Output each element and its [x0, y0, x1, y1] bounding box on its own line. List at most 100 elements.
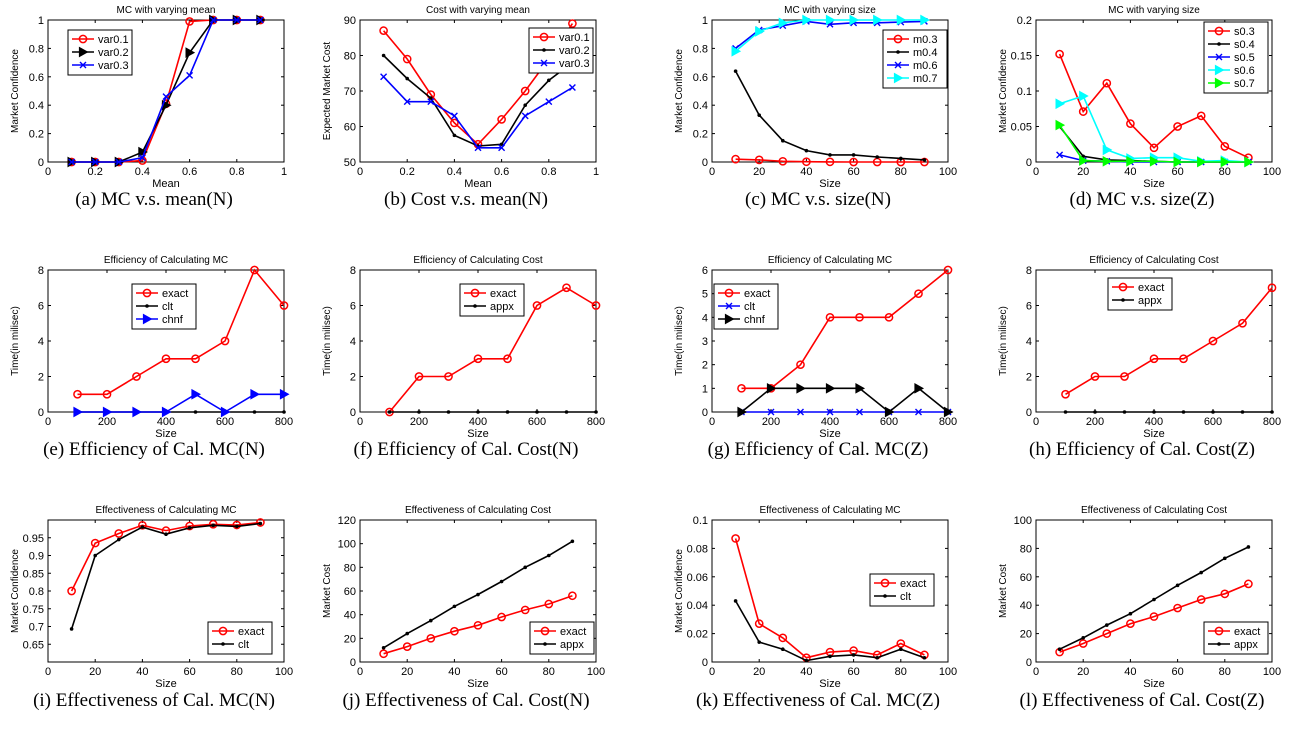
data-point: [162, 93, 170, 101]
x-tick-label: 800: [1263, 416, 1281, 428]
x-tick-label: 0: [1033, 416, 1039, 428]
data-point: [185, 17, 194, 26]
data-point: [1093, 410, 1097, 414]
chart-i: 0 20 40 60 80 100 0.65 0.7 0.75 0.8 0.85 0.9 0.95 Eff…: [10, 505, 293, 711]
legend-marker: [221, 642, 225, 646]
data-point: [258, 521, 263, 526]
legend-entry: s0.4: [1234, 39, 1255, 51]
data-point: [1240, 410, 1245, 414]
legend-entry: m0.7: [913, 73, 937, 85]
data-point: [804, 148, 809, 153]
x-tick-label: 60: [847, 166, 859, 178]
data-point: [778, 17, 789, 29]
x-tick-label: 80: [895, 166, 907, 178]
series-s0.3: [1055, 49, 1253, 163]
x-tick-label: 1: [593, 166, 599, 178]
legend-entry: appx: [490, 301, 514, 313]
y-axis-label: Market Confidence: [998, 49, 1009, 133]
y-tick-label: 8: [1026, 265, 1032, 277]
series-var0.3: [380, 73, 576, 152]
x-tick-label: 20: [89, 666, 101, 678]
chart-title: Effectiveness of Calculating Cost: [405, 505, 551, 516]
data-point: [1220, 589, 1230, 599]
legend-entry: s0.5: [1234, 52, 1255, 64]
chart-c: 0 20 40 60 80 100 0 0.2 0.4 0.6 0.8 1 MC with varyin…: [674, 5, 957, 210]
y-tick-label: 0.15: [1011, 51, 1032, 63]
data-point: [778, 633, 788, 643]
y-tick-label: 0.65: [23, 639, 44, 651]
legend-marker: [79, 61, 87, 69]
data-point: [452, 604, 457, 609]
legend-entry: clt: [238, 639, 249, 651]
data-point: [1090, 372, 1100, 381]
data-point: [568, 83, 576, 91]
y-tick-label: 0: [38, 157, 44, 169]
y-tick-label: 0: [350, 407, 356, 419]
data-point: [1105, 623, 1109, 627]
y-tick-label: 80: [344, 51, 356, 63]
data-point: [1102, 629, 1112, 638]
data-point: [884, 312, 894, 322]
data-point: [414, 372, 424, 381]
figure-caption: (k) Effectiveness of Cal. MC(Z): [696, 690, 940, 711]
data-point: [733, 69, 738, 73]
legend-marker: [1214, 77, 1225, 89]
data-point: [1055, 49, 1064, 59]
x-tick-label: 60: [183, 666, 195, 678]
x-tick-label: 0.6: [182, 166, 197, 178]
data-point: [1270, 410, 1274, 414]
data-point: [1056, 151, 1064, 159]
chart-h: 0 200 400 600 800 0 2 4 6 8 Efficiency of Calculat…: [998, 255, 1281, 460]
chart-title: Effectiveness of Calculating MC: [96, 505, 237, 516]
data-point: [233, 16, 241, 24]
x-tick-label: 800: [587, 416, 605, 428]
legend-marker: [540, 59, 548, 67]
data-point: [873, 14, 883, 26]
legend-marker: [896, 50, 900, 54]
data-point: [444, 372, 453, 381]
data-point: [473, 620, 483, 630]
x-tick-label: 40: [1124, 666, 1136, 678]
data-point: [922, 158, 927, 162]
legend: m0.3m0.4m0.6m0.7: [882, 29, 948, 89]
data-point: [896, 14, 907, 26]
y-axis-label: Time(in milisec): [998, 306, 1009, 376]
x-tick-label: 80: [1219, 166, 1231, 178]
y-tick-label: 0.02: [687, 629, 708, 641]
data-point: [140, 525, 145, 529]
figure-caption: (g) Efficiency of Cal. MC(Z): [708, 439, 929, 460]
data-point: [1055, 119, 1066, 131]
x-tick-label: 0.8: [541, 166, 556, 178]
x-tick-label: 80: [231, 666, 243, 678]
y-tick-label: 1: [702, 383, 708, 395]
series-exact: [1061, 283, 1277, 399]
legend-entry: exact: [1234, 626, 1260, 638]
data-point: [1196, 111, 1206, 121]
legend-marker: [724, 313, 735, 325]
data-point: [73, 389, 82, 399]
data-point: [1063, 410, 1068, 414]
y-tick-label: 2: [1026, 372, 1032, 384]
series-clt: [69, 521, 263, 631]
y-axis-label: Market Confidence: [674, 49, 685, 133]
data-point: [387, 410, 392, 414]
legend-marker: [725, 302, 733, 310]
data-point: [825, 382, 836, 394]
legend: s0.3s0.4s0.5s0.6s0.7: [1203, 21, 1269, 94]
y-tick-label: 0.7: [29, 622, 44, 634]
x-tick-label: 400: [469, 416, 487, 428]
data-point: [828, 153, 832, 157]
x-tick-label: 0: [357, 166, 363, 178]
data-point: [1081, 636, 1085, 640]
y-tick-label: 0: [702, 657, 708, 669]
legend-marker: [145, 304, 149, 308]
data-point: [379, 26, 388, 35]
legend-entry: exact: [162, 288, 188, 300]
data-point: [405, 76, 410, 81]
legend-entry: var0.2: [98, 47, 129, 59]
y-axis-label: Market Cost: [322, 564, 333, 618]
legend-entry: appx: [1234, 639, 1258, 651]
data-point: [825, 157, 835, 167]
